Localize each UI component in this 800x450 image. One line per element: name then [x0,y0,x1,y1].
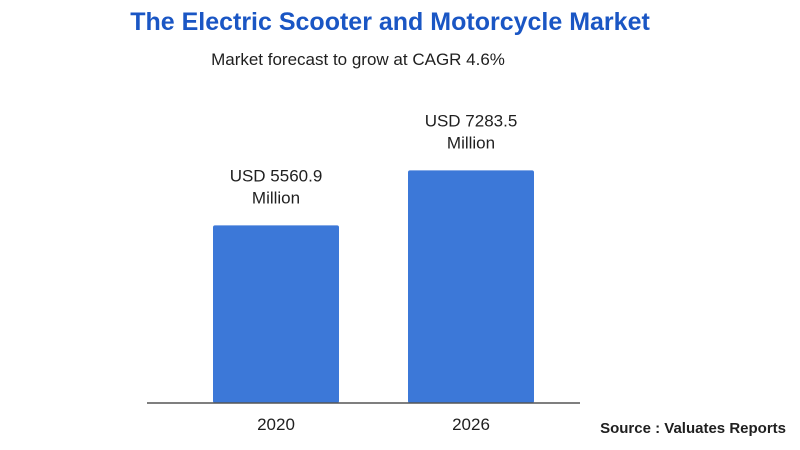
chart-title: The Electric Scooter and Motorcycle Mark… [130,8,650,36]
bar-2020 [213,225,339,403]
data-label-2020-line-1: USD 5560.9 [230,166,323,185]
chart-subtitle: Market forecast to grow at CAGR 4.6% [211,50,505,69]
bar-2026 [408,170,534,403]
x-tick-label-2026: 2026 [452,415,490,434]
data-label-2026-line-2: Million [447,133,495,152]
data-label-2020-line-2: Million [252,188,300,207]
data-label-2026-line-1: USD 7283.5 [425,111,518,130]
x-tick-label-2020: 2020 [257,415,295,434]
source-note: Source : Valuates Reports [600,420,786,437]
